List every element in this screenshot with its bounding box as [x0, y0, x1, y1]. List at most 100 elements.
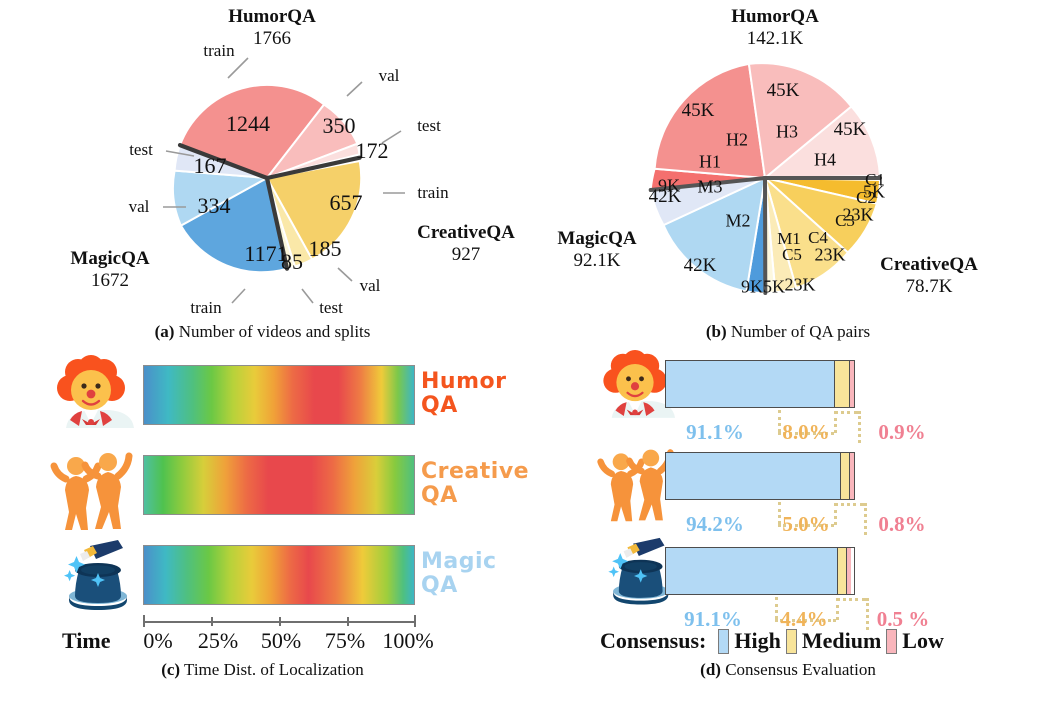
key-h2: H2 — [726, 129, 748, 150]
label-magic-train: train — [190, 298, 222, 317]
magic-hat-icon — [591, 536, 679, 614]
b-creativeqa-name: CreativeQA — [880, 254, 978, 275]
caption-b-tag: (b) — [705, 322, 727, 341]
slice-h4[interactable] — [762, 105, 882, 180]
dancers-icon — [595, 444, 675, 526]
value-m3: 42K — [648, 186, 682, 207]
connector-magic-medium-v — [775, 597, 778, 619]
caption-d-text: Consensus Evaluation — [725, 660, 876, 679]
slice-humor-test[interactable] — [266, 142, 361, 179]
key-h1: H1 — [699, 151, 721, 172]
connector-creative-low-v1 — [834, 503, 837, 525]
legend-title: Consensus: — [600, 628, 707, 653]
slice-h3[interactable] — [747, 62, 853, 180]
slice-m2[interactable] — [662, 176, 767, 293]
segment-medium[interactable] — [837, 548, 846, 594]
connector-humor-low-top — [834, 411, 858, 414]
cat-label-magic-suffix: QA — [421, 572, 458, 598]
consensus-bar-magic[interactable] — [665, 547, 855, 595]
key-c2: C2 — [856, 188, 876, 207]
segment-high[interactable] — [666, 361, 835, 407]
connector-humor-low-v2 — [858, 411, 861, 443]
value-h2: 45K — [681, 100, 715, 121]
value-c1: 5K — [863, 181, 885, 202]
cat-label-creative: Creative QA — [421, 460, 529, 508]
segment-medium[interactable] — [839, 453, 849, 499]
caption-d-tag: (d) — [700, 660, 721, 679]
pct-humor-high: 91.1% — [686, 420, 744, 444]
time-tick-100 — [414, 615, 416, 627]
connector-magic-low-v2 — [866, 598, 869, 630]
segment-low[interactable] — [845, 548, 851, 594]
humorqa-total: 1766 — [252, 27, 291, 49]
segment-medium[interactable] — [834, 361, 849, 407]
key-m2: M2 — [725, 210, 751, 231]
value-magic-test: 167 — [193, 153, 227, 178]
legend-label-medium: Medium — [801, 628, 882, 653]
slice-creative-train[interactable] — [265, 159, 363, 261]
connector-creative-low-v2 — [864, 503, 867, 535]
label-humor-val: val — [378, 66, 400, 85]
segment-low[interactable] — [849, 361, 854, 407]
label-creative-val: val — [359, 276, 381, 295]
pie-b-title-creative: CreativeQA 78.7K — [880, 254, 978, 298]
cat-label-humor-name: Humor — [421, 369, 507, 394]
cat-label-magic: Magic QA — [421, 550, 497, 598]
value-m1: 9K — [741, 276, 763, 297]
slice-magic-train[interactable] — [179, 176, 289, 274]
humorqa-name: HumorQA — [228, 6, 316, 27]
pie-a-slices — [171, 83, 363, 274]
legend-label-high: High — [734, 628, 781, 653]
dancers-icon — [48, 448, 134, 534]
segment-low[interactable] — [849, 453, 854, 499]
value-c2: 23K — [842, 204, 874, 225]
value-c3: 23K — [814, 244, 846, 265]
key-c5: C5 — [782, 245, 802, 264]
label-humor-train: train — [203, 41, 235, 60]
value-magic-train: 1171 — [244, 241, 288, 266]
caption-a-text: Number of videos and splits — [178, 322, 371, 341]
pie-chart-videos — [163, 57, 405, 304]
gradient-bar-creative[interactable] — [143, 455, 415, 515]
pct-magic-high: 91.1% — [684, 607, 742, 631]
key-m3: M3 — [697, 176, 723, 197]
slice-h2[interactable] — [653, 62, 767, 180]
b-humorqa-total: 142.1K — [746, 27, 804, 49]
slice-humor-train[interactable] — [178, 83, 326, 180]
time-tick-label-50: 50% — [260, 628, 302, 653]
b-magicqa-name: MagicQA — [557, 228, 637, 249]
segment-high[interactable] — [666, 453, 840, 499]
consensus-legend: Consensus: High Medium Low — [600, 628, 944, 654]
value-h3: 45K — [766, 80, 800, 101]
segment-high[interactable] — [666, 548, 838, 594]
panel-b-qa-pairs: HumorQA 142.1K CreativeQA 78.7K MagicQA … — [525, 0, 1051, 340]
legend-swatch-low — [886, 628, 898, 654]
pie-a-title-magic: MagicQA 1672 — [70, 248, 149, 292]
value-humor-val: 350 — [322, 113, 356, 138]
gradient-bar-humor[interactable] — [143, 365, 415, 425]
value-creative-train: 657 — [329, 190, 363, 215]
label-creative-train: train — [417, 183, 449, 202]
panel-d-consensus: 91.1% 8.0% 0.9% 94.2% 5.0% 0.8% 91.1% 4.… — [525, 340, 1051, 710]
value-magic-val: 334 — [197, 193, 231, 218]
panel-a-videos-splits: HumorQA 1766 CreativeQA 927 MagicQA 1672… — [0, 0, 525, 340]
connector-humor-low-v1 — [834, 411, 837, 433]
time-tick-label-0: 0% — [143, 628, 173, 653]
value-h4: 45K — [833, 119, 867, 140]
label-humor-test: test — [417, 116, 441, 135]
panel-c-time-dist: Humor QA Creative QA Magic QA Time 0% 25… — [0, 340, 529, 710]
pie-chart-qa-pairs — [648, 62, 882, 295]
caption-a-tag: (a) — [154, 322, 175, 341]
key-c4: C4 — [808, 228, 828, 247]
key-h4: H4 — [814, 149, 836, 170]
value-h1: 9K — [658, 175, 680, 196]
pct-humor-medium: 8.0% — [782, 420, 830, 444]
gradient-bar-magic[interactable] — [143, 545, 415, 605]
value-creative-test: 85 — [281, 249, 303, 274]
pie-a-title-creative: CreativeQA 927 — [417, 222, 515, 266]
caption-c: (c) Time Dist. of Localization — [0, 660, 525, 680]
consensus-bar-creative[interactable] — [665, 452, 855, 500]
consensus-bar-humor[interactable] — [665, 360, 855, 408]
label-magic-val: val — [128, 197, 150, 216]
